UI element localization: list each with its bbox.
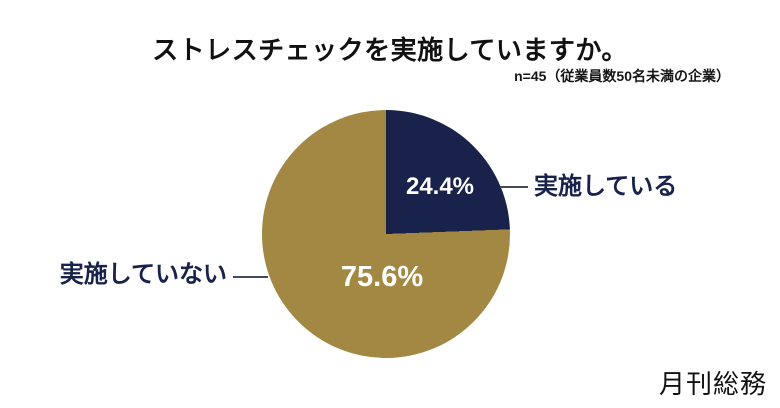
chart-title: ストレスチェックを実施していますか。 (152, 35, 628, 65)
leader-line-not-implemented (233, 276, 268, 278)
pie-chart (262, 110, 510, 358)
pie-value-implemented: 24.4% (405, 173, 475, 200)
slice-label-implemented: 実施している (534, 173, 678, 200)
sample-size-note: n=45（従業員数50名未満の企業） (514, 68, 730, 84)
gekkan-soumu-logo: 月刊総務 (658, 369, 767, 399)
pie-value-not-implemented: 75.6% (340, 261, 424, 293)
slice-label-not-implemented: 実施していない (59, 261, 227, 288)
leader-line-implemented (500, 186, 528, 188)
